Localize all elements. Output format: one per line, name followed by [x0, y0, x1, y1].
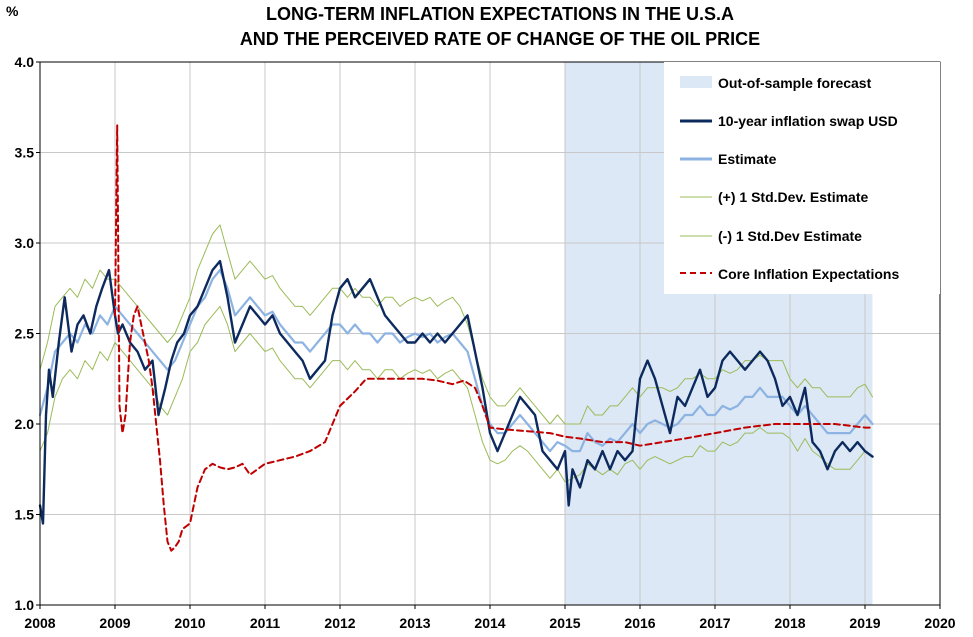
chart-title-line-2: AND THE PERCEIVED RATE OF CHANGE OF THE …	[240, 29, 760, 49]
x-tick-label: 2016	[624, 615, 655, 631]
series-line-estimate	[38, 269, 874, 453]
x-tick-label: 2008	[24, 615, 55, 631]
x-tick-label: 2017	[699, 615, 730, 631]
x-axis-ticks: 2008 2009 2010 2011 2012 2013 2014 2015 2016 2017…	[24, 605, 956, 631]
x-tick-label: 2020	[924, 615, 955, 631]
x-tick-label: 2013	[399, 615, 430, 631]
x-tick-label: 2012	[324, 615, 355, 631]
y-unit-label: %	[6, 3, 19, 19]
y-axis-ticks: 1.0 1.5 2.0 2.5 3.0 3.5 4.0	[15, 54, 40, 613]
y-tick-label: 3.0	[15, 235, 35, 251]
x-tick-label: 2011	[250, 615, 281, 631]
x-tick-label: 2010	[174, 615, 205, 631]
series-layer	[38, 124, 874, 552]
x-tick-label: 2009	[99, 615, 130, 631]
legend-label-10y-swap: 10-year inflation swap USD	[718, 113, 898, 129]
y-tick-label: 2.5	[15, 326, 35, 342]
legend-swatch-out-of-sample	[680, 76, 712, 88]
legend-label-minus-std: (-) 1 Std.Dev Estimate	[718, 228, 862, 244]
chart-title-line-1: LONG-TERM INFLATION EXPECTATIONS IN THE …	[266, 4, 734, 24]
series-line-plus-std	[39, 224, 873, 425]
y-tick-label: 4.0	[15, 54, 35, 70]
series-line-minus-std	[39, 305, 873, 483]
legend-label-plus-std: (+) 1 Std.Dev. Estimate	[718, 189, 869, 205]
x-tick-label: 2014	[474, 615, 505, 631]
x-tick-label: 2019	[849, 615, 880, 631]
series-line-core-inflation	[114, 124, 874, 552]
y-tick-label: 1.5	[15, 507, 35, 523]
legend-label-out-of-sample: Out-of-sample forecast	[718, 75, 872, 91]
legend-box	[664, 62, 940, 294]
y-tick-label: 3.5	[15, 145, 35, 161]
x-tick-label: 2018	[774, 615, 805, 631]
legend-label-estimate: Estimate	[718, 151, 777, 167]
legend: Out-of-sample forecast 10-year inflation…	[664, 62, 940, 294]
legend-label-core-inflation: Core Inflation Expectations	[718, 266, 899, 282]
y-tick-label: 2.0	[15, 416, 35, 432]
x-tick-label: 2015	[549, 615, 580, 631]
y-tick-label: 1.0	[15, 597, 35, 613]
